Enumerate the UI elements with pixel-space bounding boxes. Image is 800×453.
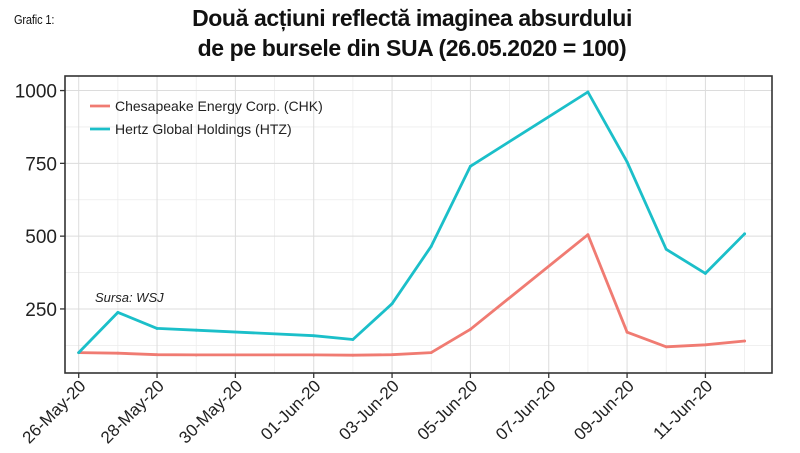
data-point bbox=[704, 272, 707, 275]
data-point bbox=[429, 244, 433, 248]
data-point bbox=[194, 353, 198, 357]
data-point bbox=[390, 353, 394, 357]
chart-title-line-2: de pe bursele din SUA (26.05.2020 = 100) bbox=[197, 35, 627, 61]
data-point bbox=[743, 339, 746, 343]
data-point bbox=[312, 353, 316, 357]
data-point bbox=[586, 233, 590, 237]
data-point bbox=[704, 343, 707, 347]
x-tick-label: 30-May-20 bbox=[175, 376, 246, 447]
data-point bbox=[664, 345, 668, 349]
x-tick-label: 28-May-20 bbox=[97, 376, 168, 447]
data-point bbox=[155, 327, 159, 330]
data-point bbox=[468, 164, 472, 168]
data-point bbox=[664, 247, 668, 251]
data-point bbox=[468, 327, 472, 331]
x-tick-label: 11-Jun-20 bbox=[650, 376, 717, 443]
chart-title-line-1: Două acțiuni reflectă imaginea absurdulu… bbox=[192, 5, 632, 31]
data-point bbox=[625, 160, 629, 164]
y-tick-label: 1000 bbox=[15, 82, 57, 103]
data-point bbox=[351, 353, 355, 357]
series-line bbox=[77, 233, 746, 357]
x-tick-label: 03-Jun-20 bbox=[335, 376, 403, 444]
plot-frame bbox=[64, 75, 773, 374]
data-point bbox=[194, 328, 198, 332]
y-tick-label: 250 bbox=[25, 300, 57, 321]
source-annotation: Sursa: WSJ bbox=[95, 290, 164, 305]
data-point bbox=[390, 302, 394, 306]
y-tick-label: 500 bbox=[25, 227, 57, 248]
x-tick-label: 09-Jun-20 bbox=[570, 376, 638, 444]
y-tick-label: 750 bbox=[25, 154, 57, 175]
data-point bbox=[77, 351, 81, 355]
figure-label: Grafic 1: bbox=[14, 12, 55, 27]
legend-label: Hertz Global Holdings (HTZ) bbox=[115, 121, 292, 137]
x-tick-label: 05-Jun-20 bbox=[414, 376, 482, 444]
legend-label: Chesapeake Energy Corp. (CHK) bbox=[115, 98, 323, 114]
series-line bbox=[77, 90, 746, 355]
data-point bbox=[429, 351, 433, 355]
data-point bbox=[743, 232, 746, 236]
data-point bbox=[155, 353, 159, 357]
data-point bbox=[116, 311, 120, 314]
data-point bbox=[116, 351, 120, 355]
data-point bbox=[625, 330, 629, 334]
x-tick-label: 01-Jun-20 bbox=[257, 376, 325, 444]
data-point bbox=[586, 90, 590, 94]
data-point bbox=[312, 334, 316, 338]
data-point bbox=[351, 338, 355, 341]
x-tick-label: 26-May-20 bbox=[19, 376, 90, 447]
x-tick-label: 07-Jun-20 bbox=[492, 376, 560, 444]
